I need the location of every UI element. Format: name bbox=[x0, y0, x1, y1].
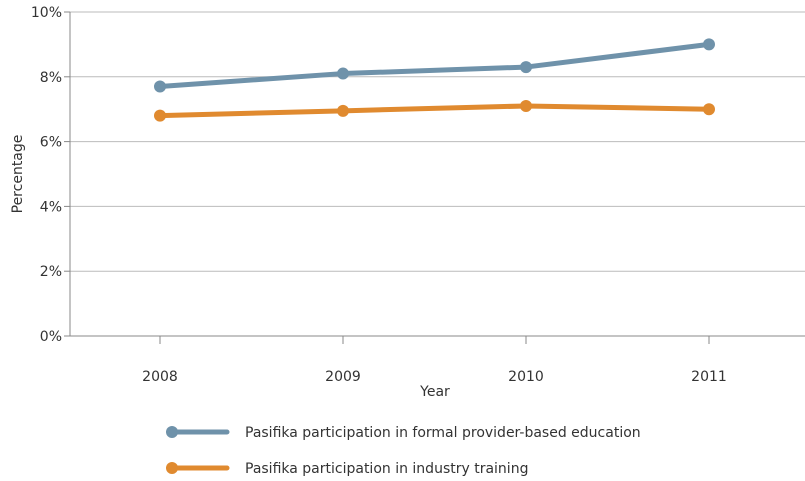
data-point bbox=[154, 109, 166, 122]
legend-marker bbox=[166, 462, 178, 474]
data-point bbox=[520, 61, 532, 74]
x-tick-label: 2008 bbox=[142, 369, 178, 385]
data-point bbox=[520, 99, 532, 112]
y-axis-title: Percentage bbox=[10, 135, 26, 214]
legend-marker bbox=[166, 426, 178, 438]
legend-label: Pasifika participation in industry train… bbox=[245, 461, 528, 477]
data-point bbox=[337, 104, 349, 117]
gridlines bbox=[64, 11, 805, 337]
axes bbox=[69, 12, 805, 337]
y-tick-label: 0% bbox=[40, 329, 62, 345]
x-tick-labels: 2008 2009 2010 2011 bbox=[142, 336, 727, 385]
legend-label: Pasifika participation in formal provide… bbox=[245, 425, 641, 441]
series-line-2 bbox=[157, 103, 712, 119]
x-tick-label: 2009 bbox=[325, 369, 361, 385]
y-tick-label: 2% bbox=[40, 264, 62, 280]
y-tick-labels: 0% 2% 4% 6% 8% 10% bbox=[31, 5, 62, 345]
x-tick-label: 2010 bbox=[508, 369, 544, 385]
data-point bbox=[154, 80, 166, 93]
series-line-1 bbox=[157, 41, 712, 90]
y-tick-label: 6% bbox=[40, 135, 62, 151]
data-point bbox=[337, 67, 349, 80]
legend: Pasifika participation in formal provide… bbox=[166, 425, 641, 477]
y-tick-label: 8% bbox=[40, 70, 62, 86]
data-point bbox=[703, 103, 715, 116]
x-tick-label: 2011 bbox=[691, 369, 727, 385]
y-tick-label: 4% bbox=[40, 199, 62, 215]
series-group bbox=[154, 38, 715, 122]
data-point bbox=[703, 38, 715, 51]
x-axis-title: Year bbox=[419, 384, 450, 400]
y-tick-label: 10% bbox=[31, 5, 62, 21]
